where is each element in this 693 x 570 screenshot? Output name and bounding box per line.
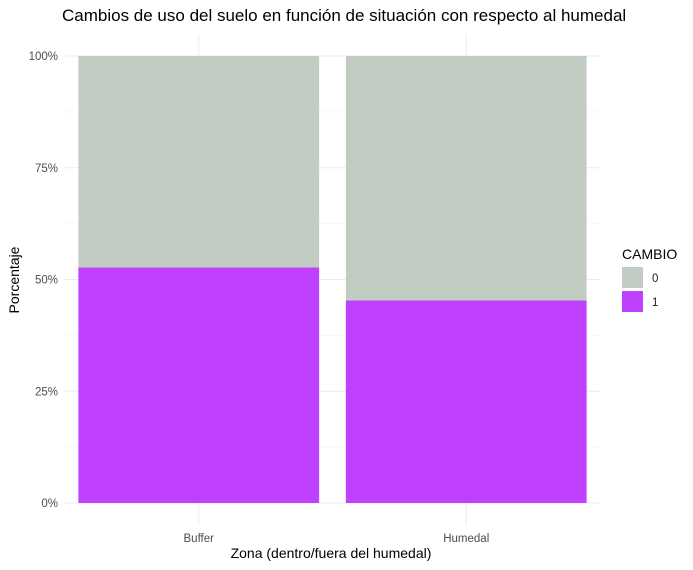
legend: CAMBIO 0 1 xyxy=(622,246,677,312)
y-tick-label: 25% xyxy=(35,386,58,398)
x-axis-title: Zona (dentro/fuera del humedal) xyxy=(231,545,432,561)
y-axis-ticks: 0% 25% 50% 75% 100% xyxy=(29,51,58,510)
bar-buffer-cambio-0 xyxy=(78,56,320,268)
chart-title: Cambios de uso del suelo en función de s… xyxy=(62,6,626,25)
bars xyxy=(78,56,587,503)
legend-title: CAMBIO xyxy=(622,246,677,262)
x-axis-ticks: Buffer Humedal xyxy=(184,533,490,545)
y-tick-label: 50% xyxy=(35,275,58,287)
y-tick-label: 0% xyxy=(41,498,58,510)
bar-humedal-cambio-1 xyxy=(345,300,587,503)
legend-label: 0 xyxy=(652,273,658,285)
bar-buffer-cambio-1 xyxy=(78,267,320,503)
x-tick-label: Humedal xyxy=(443,533,489,545)
legend-label: 1 xyxy=(652,297,658,309)
bar-humedal-cambio-0 xyxy=(345,56,587,301)
legend-key-0 xyxy=(622,267,643,288)
legend-key-1 xyxy=(622,291,643,312)
y-axis-title: Porcentaje xyxy=(6,246,22,313)
y-tick-label: 100% xyxy=(29,51,58,63)
x-tick-label: Buffer xyxy=(184,533,215,545)
y-tick-label: 75% xyxy=(35,163,58,175)
